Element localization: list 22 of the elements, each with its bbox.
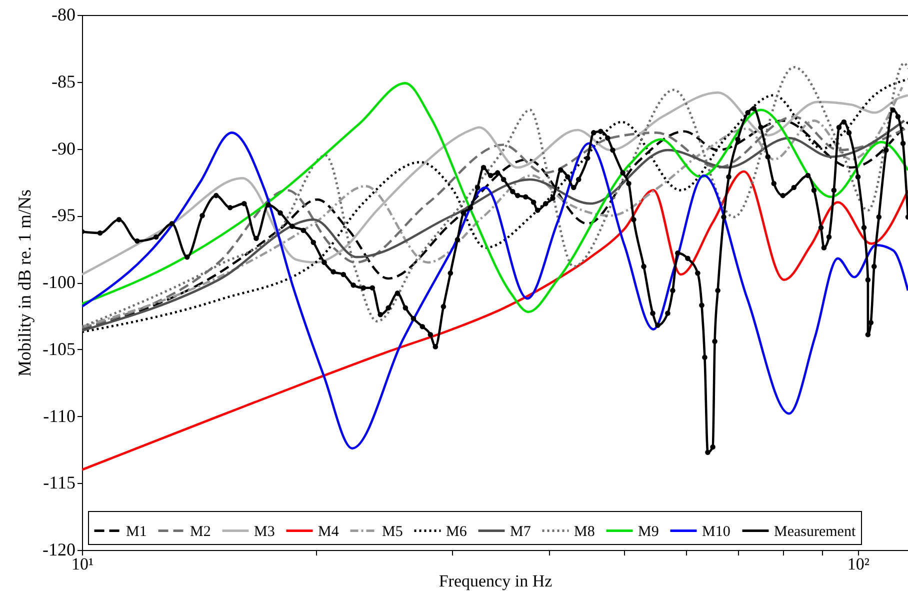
legend-label: M8 <box>574 524 595 540</box>
legend-label: M3 <box>254 524 275 540</box>
x-tick-label: 10² <box>847 554 870 574</box>
y-axis-title: Mobility in dB re. 1 m/Ns <box>14 189 35 377</box>
y-tick-label: -80 <box>52 4 76 24</box>
legend-label: M1 <box>126 524 147 540</box>
legend-label: M6 <box>446 524 468 540</box>
y-tick-label: -85 <box>52 71 76 92</box>
legend-label: M10 <box>702 524 730 540</box>
y-tick-label: -115 <box>43 472 76 493</box>
legend-label: M5 <box>382 524 403 540</box>
legend-label: M9 <box>638 524 659 540</box>
legend-label: Measurement <box>774 524 856 540</box>
legend-label: M7 <box>510 524 532 540</box>
legend-label: M2 <box>190 524 211 540</box>
y-tick-label: -95 <box>52 205 76 226</box>
x-axis-title: Frequency in Hz <box>438 572 553 590</box>
y-tick-label: -100 <box>42 272 76 292</box>
y-tick-label: -105 <box>42 338 76 359</box>
legend-label: M4 <box>318 524 340 540</box>
y-tick-label: -110 <box>43 406 76 426</box>
y-tick-label: -90 <box>52 138 76 158</box>
